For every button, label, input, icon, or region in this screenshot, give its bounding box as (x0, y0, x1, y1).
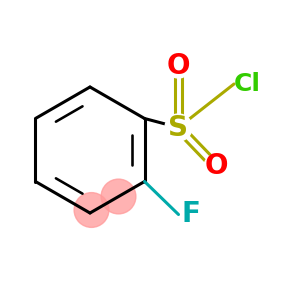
Circle shape (101, 179, 136, 214)
Text: Cl: Cl (234, 72, 261, 96)
Circle shape (74, 193, 109, 227)
Circle shape (165, 114, 192, 141)
Text: O: O (204, 152, 228, 181)
Text: O: O (167, 52, 190, 80)
Text: F: F (182, 200, 200, 229)
Text: S: S (169, 113, 188, 142)
Circle shape (167, 54, 191, 78)
Circle shape (204, 154, 228, 178)
